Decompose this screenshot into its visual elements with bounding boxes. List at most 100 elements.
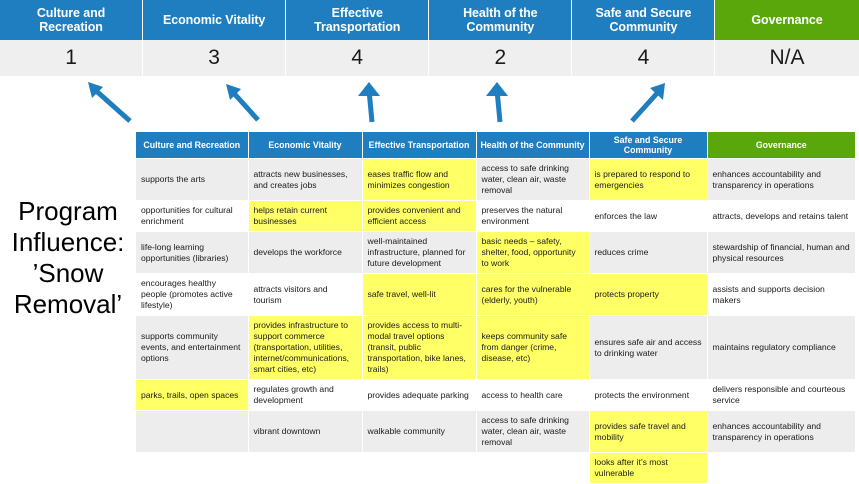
matrix-header-economic-vitality: Economic Vitality (248, 132, 363, 159)
influence-matrix: Culture and Recreation Economic Vitality… (136, 132, 855, 484)
matrix-cell: enhances accountability and transparency… (707, 410, 855, 453)
arrow-head-economic-vitality (226, 84, 241, 100)
table-row: life-long learning opportunities (librar… (136, 231, 855, 274)
matrix-header-safe-and-secure-community: Safe and Secure Community (589, 132, 708, 159)
summary-header-label: Culture and Recreation (36, 6, 106, 34)
matrix-cell: delivers responsible and courteous servi… (707, 379, 855, 411)
arrow-head-safe-and-secure-community (650, 83, 665, 100)
matrix-cell: provides convenient and efficient access (362, 200, 477, 232)
matrix-cell: provides access to multi-modal travel op… (362, 315, 477, 380)
table-row: supports the arts attracts new businesse… (136, 158, 855, 201)
matrix-body: supports the arts attracts new businesse… (136, 158, 855, 484)
matrix-cell: reduces crime (589, 231, 708, 274)
summary-header-safe-and-secure-community: Safe and Secure Community (572, 0, 716, 40)
matrix-cell: keeps community safe from danger (crime,… (476, 315, 590, 380)
summary-header-row: Culture and Recreation Economic Vitality… (0, 0, 859, 40)
arrow-economic-vitality (229, 88, 260, 122)
arrow-head-effective-transportation (358, 82, 380, 96)
matrix-cell (362, 452, 477, 484)
matrix-cell: stewardship of financial, human and phys… (707, 231, 855, 274)
summary-value-health-of-the-community: 2 (429, 40, 573, 76)
matrix-cell: supports community events, and entertain… (136, 315, 249, 380)
matrix-cell: basic needs – safety, shelter, food, opp… (476, 231, 590, 274)
table-row: vibrant downtown walkable community acce… (136, 410, 855, 453)
matrix-cell: attracts visitors and tourism (248, 273, 363, 316)
summary-value-row: 1 3 4 2 4 N/A (0, 40, 859, 76)
matrix-cell: provides infrastructure to support comme… (248, 315, 363, 380)
summary-header-label: Governance (751, 13, 823, 27)
summary-header-label: Economic Vitality (163, 13, 266, 27)
matrix-cell (707, 452, 855, 484)
arrow-head-culture-and-recreation (88, 82, 103, 98)
matrix-cell: cares for the vulnerable (elderly, youth… (476, 273, 590, 316)
matrix-cell (136, 410, 249, 453)
matrix-cell: regulates growth and development (248, 379, 363, 411)
scorecard-summary-bar: Culture and Recreation Economic Vitality… (0, 0, 859, 76)
table-row: encourages healthy people (promotes acti… (136, 273, 855, 316)
matrix-cell: helps retain current businesses (248, 200, 363, 232)
arrow-layer (88, 82, 665, 123)
summary-header-label: Safe and Secure Community (595, 6, 692, 34)
caption-line-2: Influence: (11, 227, 125, 257)
program-influence-caption: Program Influence: ’Snow Removal’ (2, 196, 134, 320)
arrow-health-of-the-community (494, 89, 503, 123)
matrix-header-effective-transportation: Effective Transportation (362, 132, 477, 159)
table-row: supports community events, and entertain… (136, 315, 855, 380)
arrow-effective-transportation (366, 89, 375, 123)
matrix-cell: preserves the natural environment (476, 200, 590, 232)
caption-line-4: Removal’ (13, 289, 123, 319)
matrix-header-row: Culture and Recreation Economic Vitality… (136, 132, 855, 159)
summary-value-governance: N/A (769, 46, 805, 69)
summary-header-culture-and-recreation: Culture and Recreation (0, 0, 144, 40)
matrix-cell: is prepared to respond to emergencies (589, 158, 708, 201)
table-row: opportunities for cultural enrichment he… (136, 200, 855, 232)
summary-value-culture-and-recreation: 1 (0, 40, 144, 76)
summary-header-governance: Governance (715, 0, 859, 40)
summary-value-effective-transportation: 4 (286, 40, 430, 76)
matrix-cell: provides adequate parking (362, 379, 477, 411)
matrix-cell: attracts new businesses, and creates job… (248, 158, 363, 201)
summary-header-label: Health of the Community (463, 6, 538, 34)
caption-line-3: ’Snow (32, 258, 104, 288)
matrix-cell: ensures safe air and access to drinking … (589, 315, 708, 380)
summary-value-safe-and-secure-community: 4 (572, 40, 716, 76)
matrix-cell (248, 452, 363, 484)
matrix-header-health-of-the-community: Health of the Community (476, 132, 590, 159)
matrix-cell: opportunities for cultural enrichment (136, 200, 249, 232)
matrix-cell: attracts, develops and retains talent (707, 200, 855, 232)
matrix-cell: life-long learning opportunities (librar… (136, 231, 249, 274)
summary-value-economic-vitality: 3 (143, 40, 287, 76)
matrix-header-governance: Governance (707, 132, 855, 159)
table-row: parks, trails, open spaces regulates gro… (136, 379, 855, 411)
table-row: looks after it’s most vulnerable (136, 452, 855, 484)
matrix-cell (136, 452, 249, 484)
matrix-cell: access to health care (476, 379, 590, 411)
matrix-cell: eases traffic flow and minimizes congest… (362, 158, 477, 201)
matrix-cell: access to safe drinking water, clean air… (476, 410, 590, 453)
matrix-cell: provides safe travel and mobility (589, 410, 708, 453)
matrix-cell: walkable community (362, 410, 477, 453)
matrix-cell: parks, trails, open spaces (136, 379, 249, 411)
matrix-cell: protects the environment (589, 379, 708, 411)
arrow-culture-and-recreation (91, 86, 132, 123)
summary-header-health-of-the-community: Health of the Community (429, 0, 573, 40)
matrix-cell: well-maintained infrastructure, planned … (362, 231, 477, 274)
matrix-cell: access to safe drinking water, clean air… (476, 158, 590, 201)
caption-line-1: Program (18, 196, 118, 226)
influence-matrix-table: Culture and Recreation Economic Vitality… (136, 132, 855, 484)
matrix-header-culture-and-recreation: Culture and Recreation (136, 132, 249, 159)
summary-header-effective-transportation: Effective Transportation (286, 0, 430, 40)
matrix-cell: assists and supports decision makers (707, 273, 855, 316)
matrix-cell: safe travel, well-lit (362, 273, 477, 316)
summary-header-label: Effective Transportation (314, 6, 401, 34)
matrix-cell (476, 452, 590, 484)
matrix-cell: maintains regulatory compliance (707, 315, 855, 380)
matrix-cell: encourages healthy people (promotes acti… (136, 273, 249, 316)
arrow-safe-and-secure-community (630, 88, 662, 123)
matrix-cell: looks after it’s most vulnerable (589, 452, 708, 484)
matrix-cell: supports the arts (136, 158, 249, 201)
matrix-cell: vibrant downtown (248, 410, 363, 453)
matrix-cell: protects property (589, 273, 708, 316)
summary-header-economic-vitality: Economic Vitality (143, 0, 287, 40)
arrow-head-health-of-the-community (486, 82, 508, 96)
